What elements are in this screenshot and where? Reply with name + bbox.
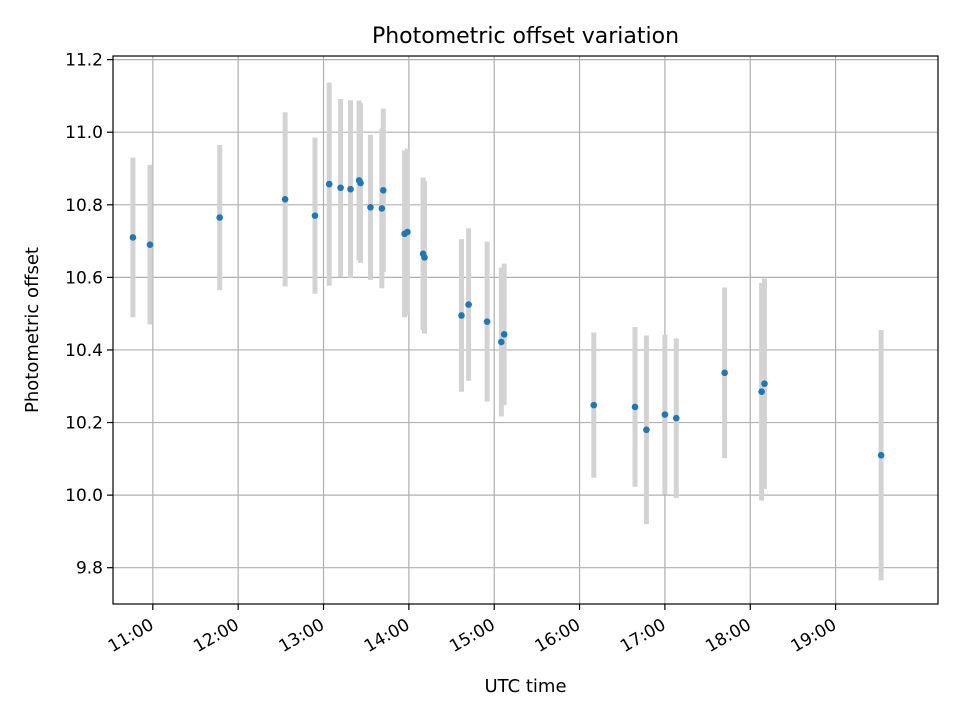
data-point [661,411,669,418]
data-point [721,369,728,377]
y-tick-label: 10.2 [65,414,103,434]
x-axis-label: UTC time [484,676,566,697]
y-tick-label: 11.0 [65,123,103,143]
data-point [877,451,885,459]
x-tick-label: 19:00 [788,615,840,657]
x-tick-label: 13:00 [276,615,328,657]
grid [113,56,938,604]
data-point [458,312,465,319]
y-tick-label: 10.0 [65,486,103,506]
data-point [146,241,154,249]
data-point [758,388,765,395]
data-point [216,214,223,221]
y-tick-label: 9.8 [76,559,103,579]
x-tick-label: 16:00 [532,615,584,657]
error-bars [130,82,884,581]
data-point [357,179,364,187]
y-tick-label: 10.6 [65,268,103,288]
x-tick-label: 18:00 [702,615,754,657]
data-points [129,177,885,459]
y-tick-label: 10.8 [65,196,103,216]
data-point [347,185,354,193]
data-point [311,212,319,219]
y-tick-label: 11.2 [65,51,103,71]
data-point [325,180,333,188]
x-tick-label: 14:00 [361,615,413,657]
data-point [337,184,344,192]
y-axis-label: Photometric offset [22,247,43,413]
data-point [761,380,768,388]
x-tick-label: 11:00 [105,615,157,657]
data-point [379,186,387,194]
data-point [465,301,472,308]
data-point [631,403,639,411]
data-point [498,338,505,346]
chart-title: Photometric offset variation [372,24,679,49]
data-point [129,234,137,241]
data-point [643,426,650,434]
data-point [404,228,411,236]
data-point [500,331,508,338]
x-tick-label: 15:00 [446,615,498,657]
data-point [421,254,428,261]
plot-frame [112,55,939,605]
data-point [367,204,374,211]
data-point [281,196,289,203]
data-point [672,414,680,422]
y-tick-label: 10.4 [65,341,103,361]
data-point [590,401,598,409]
data-point [378,205,386,212]
x-tick-label: 12:00 [190,615,242,657]
data-point [483,318,491,325]
x-tick-label: 17:00 [617,615,669,657]
